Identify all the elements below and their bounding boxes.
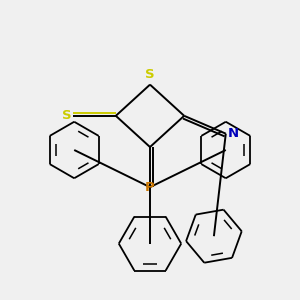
Text: S: S — [145, 68, 155, 81]
Text: N: N — [228, 127, 239, 140]
Text: P: P — [145, 181, 155, 194]
Text: S: S — [61, 109, 71, 122]
